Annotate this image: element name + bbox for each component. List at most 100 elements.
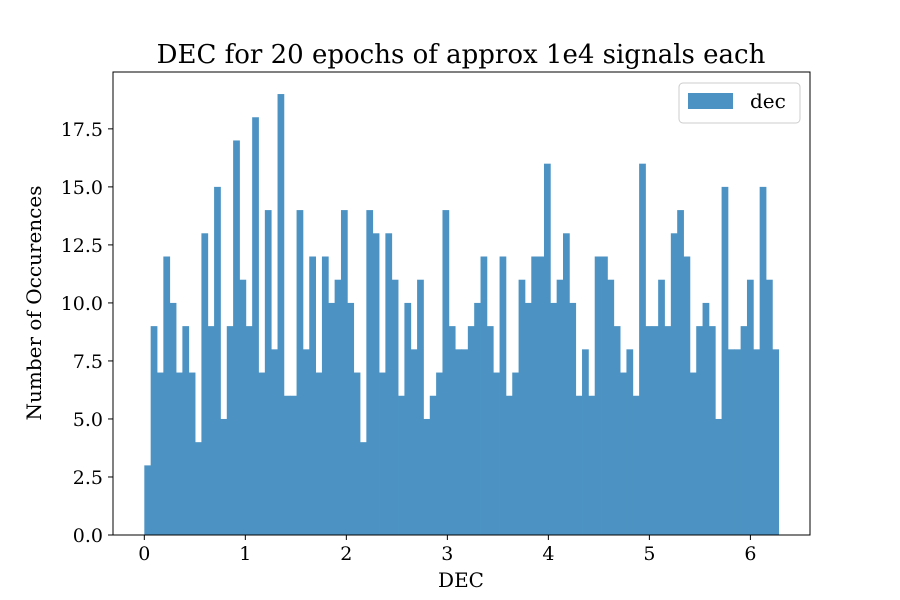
histogram-bar xyxy=(543,163,551,535)
histogram-bar xyxy=(271,349,278,535)
histogram-bar xyxy=(512,372,519,535)
histogram-bar xyxy=(537,256,545,535)
y-axis-ticks: 0.0 2.5 5.0 7.5 10.0 12.5 15.0 17.5 xyxy=(61,119,113,547)
histogram-bar xyxy=(645,326,653,535)
histogram-bar xyxy=(442,210,450,536)
histogram-bar xyxy=(372,233,380,535)
histogram-bar xyxy=(150,326,158,535)
histogram-bar xyxy=(404,302,412,535)
histogram-bar xyxy=(214,186,221,535)
histogram-bar xyxy=(315,372,323,535)
x-tick-label: 4 xyxy=(542,543,554,565)
y-tick-label: 2.5 xyxy=(73,467,103,489)
histogram-bar xyxy=(588,395,596,535)
x-axis-ticks: 0 1 2 3 4 5 6 xyxy=(138,535,756,565)
histogram-bar xyxy=(157,372,164,535)
histogram-bar xyxy=(613,326,621,535)
histogram-bar xyxy=(480,256,488,535)
histogram-bar xyxy=(309,256,316,535)
histogram-bar xyxy=(740,326,748,535)
histogram-bar xyxy=(493,372,500,535)
histogram-bar xyxy=(531,256,539,535)
y-tick-label: 12.5 xyxy=(61,235,103,257)
histogram-bar xyxy=(144,465,152,535)
y-tick-label: 17.5 xyxy=(61,119,103,141)
histogram-bar xyxy=(239,279,247,535)
histogram-bar xyxy=(689,372,697,535)
histogram-bar xyxy=(518,279,526,535)
histogram-bar xyxy=(664,326,672,535)
x-tick-label: 2 xyxy=(340,543,352,565)
histogram-bar xyxy=(398,395,405,535)
plot-frame xyxy=(112,71,811,536)
histogram-bar xyxy=(474,302,481,535)
histogram-bar xyxy=(385,233,393,535)
histogram-bar xyxy=(182,326,190,535)
x-tick-label: 3 xyxy=(441,543,453,565)
histogram-bar xyxy=(601,256,608,535)
histogram-bar xyxy=(626,349,634,535)
histogram-bar xyxy=(296,210,304,536)
histogram-bar xyxy=(651,326,659,535)
histogram-bar xyxy=(582,349,589,535)
y-tick-label: 7.5 xyxy=(73,351,103,373)
histogram-bar xyxy=(347,302,355,535)
histogram-bar xyxy=(258,372,266,535)
histogram-bar xyxy=(334,279,342,535)
legend-swatch xyxy=(688,93,733,109)
histogram-bar xyxy=(658,279,665,535)
histogram-bar xyxy=(461,349,469,535)
histogram-bar xyxy=(340,210,348,536)
histogram-bar xyxy=(499,256,507,535)
histogram-bar xyxy=(677,210,684,536)
histogram-bar xyxy=(486,326,494,535)
x-tick-label: 0 xyxy=(138,543,150,565)
bars-group xyxy=(144,94,780,536)
histogram-bar xyxy=(277,94,285,536)
histogram-bar xyxy=(391,279,399,535)
histogram-bar xyxy=(569,302,577,535)
histogram-bar xyxy=(683,256,691,535)
x-tick-label: 5 xyxy=(643,543,655,565)
histogram-bar xyxy=(721,186,729,535)
histogram-bar xyxy=(696,326,703,535)
histogram-bar xyxy=(195,442,202,535)
histogram-bar xyxy=(436,372,443,535)
x-tick-label: 1 xyxy=(239,543,251,565)
histogram-bar xyxy=(188,372,196,535)
histogram-bar xyxy=(715,418,722,535)
histogram-bar xyxy=(505,395,513,535)
histogram-bar xyxy=(328,302,336,535)
x-axis-label: DEC xyxy=(438,568,484,592)
histogram-bar xyxy=(353,372,361,535)
histogram-bar xyxy=(632,395,640,535)
histogram-bar xyxy=(556,279,564,535)
histogram-bar xyxy=(448,326,456,535)
histogram-bar xyxy=(467,326,475,535)
histogram-bar xyxy=(264,210,272,536)
legend-label: dec xyxy=(750,89,786,113)
histogram-bar xyxy=(360,442,367,535)
histogram-bar xyxy=(746,279,754,535)
histogram-bar xyxy=(417,279,424,535)
histogram-bar xyxy=(176,372,183,535)
histogram-bar xyxy=(670,233,678,535)
histogram-bar xyxy=(207,326,215,535)
histogram-bar xyxy=(429,395,437,535)
histogram-bar xyxy=(163,256,171,535)
histogram-bar xyxy=(226,326,234,535)
histogram-bar xyxy=(302,349,310,535)
histogram-bar xyxy=(759,186,767,535)
histogram-bar xyxy=(620,372,627,535)
y-tick-label: 10.0 xyxy=(61,293,103,315)
histogram-bar xyxy=(639,163,646,535)
histogram-bar xyxy=(252,117,259,535)
histogram-bar xyxy=(727,349,735,535)
histogram-bar xyxy=(366,210,374,536)
histogram-bar xyxy=(423,418,431,535)
histogram-bar xyxy=(708,326,716,535)
histogram-bar xyxy=(201,233,209,535)
histogram-bar xyxy=(772,349,780,535)
histogram-bar xyxy=(607,279,615,535)
histogram-bar xyxy=(702,302,710,535)
